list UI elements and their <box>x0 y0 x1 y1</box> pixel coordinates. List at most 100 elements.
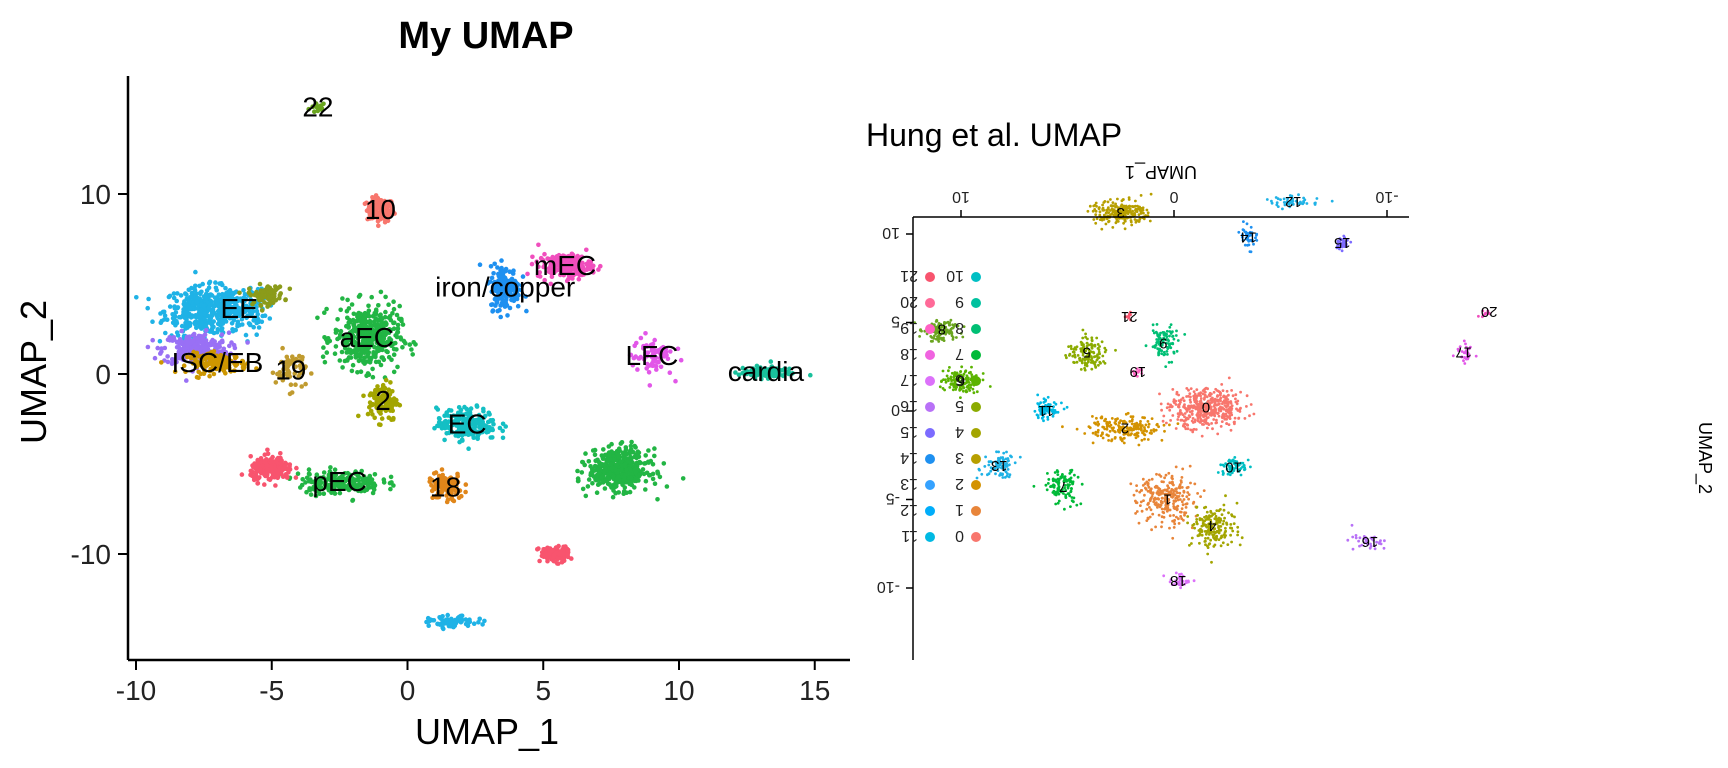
left-point <box>383 377 389 383</box>
left-point <box>337 358 343 363</box>
right-point <box>1185 502 1189 506</box>
left-point <box>495 265 500 270</box>
right-point <box>1217 409 1221 412</box>
left-point <box>442 437 447 443</box>
right-point <box>1137 521 1141 525</box>
left-point <box>607 482 612 487</box>
left-point <box>350 498 355 503</box>
left-point <box>606 476 612 482</box>
left-point <box>391 415 396 421</box>
left-point <box>183 291 188 296</box>
right-point <box>1194 407 1198 411</box>
right-point <box>1187 388 1190 392</box>
left-point <box>277 292 283 298</box>
left-cluster-label: cardia <box>728 356 805 387</box>
right-point <box>1062 407 1066 411</box>
left-point <box>300 477 306 482</box>
left-point <box>208 292 214 298</box>
right-point <box>1227 410 1231 414</box>
left-point <box>286 470 291 475</box>
right-point <box>1122 441 1126 445</box>
right-point <box>1187 497 1190 501</box>
right-point <box>1130 432 1133 435</box>
left-cluster-label: aEC <box>340 322 394 353</box>
left-point <box>426 623 432 628</box>
left-point <box>614 463 620 468</box>
right-point <box>1199 391 1203 394</box>
left-point <box>322 359 328 365</box>
left-point <box>184 302 189 307</box>
right-point <box>1203 519 1206 523</box>
left-point <box>490 302 495 307</box>
right-point <box>1075 427 1079 431</box>
left-point <box>431 618 437 623</box>
right-point <box>1186 521 1189 525</box>
right-point <box>1168 526 1171 530</box>
right-point <box>1230 513 1233 517</box>
right-point <box>1216 394 1219 398</box>
right-point <box>1069 490 1073 494</box>
left-point <box>374 205 379 211</box>
right-point <box>1160 525 1163 529</box>
left-point <box>372 415 378 421</box>
right-point <box>1182 399 1186 403</box>
right-point <box>1148 506 1151 509</box>
right-point <box>1195 388 1199 391</box>
right-point <box>1196 404 1200 408</box>
left-point <box>170 320 176 326</box>
left-point <box>370 374 376 380</box>
left-point <box>306 467 312 472</box>
right-point <box>1159 503 1163 507</box>
left-point <box>561 558 567 564</box>
right-point <box>1134 512 1137 515</box>
right-point <box>1172 514 1175 517</box>
right-point <box>1180 418 1184 422</box>
left-point <box>564 546 570 552</box>
left-point <box>652 481 658 487</box>
right-point <box>1236 399 1240 403</box>
left-point <box>264 467 270 472</box>
right-point <box>1194 401 1198 405</box>
right-point <box>1142 499 1145 502</box>
left-point <box>382 219 388 225</box>
left-point <box>441 626 446 632</box>
left-point <box>387 480 393 486</box>
left-point <box>599 461 604 467</box>
right-point <box>1149 429 1153 432</box>
right-point <box>1096 428 1100 432</box>
left-point <box>206 319 212 325</box>
right-point <box>1170 405 1174 408</box>
right-point <box>1225 405 1228 409</box>
right-point <box>1225 408 1229 412</box>
right-point <box>1140 438 1144 442</box>
left-cluster-label: 22 <box>302 92 333 123</box>
right-point <box>1224 400 1227 404</box>
right-point <box>1221 473 1225 476</box>
right-point <box>1185 423 1189 427</box>
left-point <box>215 308 221 314</box>
left-point <box>596 267 601 272</box>
left-point <box>295 471 301 477</box>
right-point <box>1131 427 1135 431</box>
left-point <box>215 315 220 321</box>
left-point <box>256 325 262 330</box>
right-point <box>1212 545 1216 548</box>
left-point <box>250 309 255 314</box>
left-point <box>391 369 397 375</box>
right-point <box>1205 421 1208 425</box>
left-point <box>643 331 648 336</box>
right-point <box>1171 388 1175 391</box>
left-point <box>197 283 202 289</box>
right-point <box>1091 431 1095 435</box>
right-point <box>1217 526 1220 529</box>
left-point <box>391 352 397 358</box>
left-chart-title: My UMAP <box>398 15 573 57</box>
left-point <box>204 296 209 302</box>
left-point <box>646 448 651 453</box>
left-point <box>179 328 184 334</box>
left-point <box>267 316 273 321</box>
right-point <box>1050 484 1053 488</box>
left-point <box>241 288 246 293</box>
left-point <box>162 345 168 351</box>
left-point <box>162 313 168 318</box>
